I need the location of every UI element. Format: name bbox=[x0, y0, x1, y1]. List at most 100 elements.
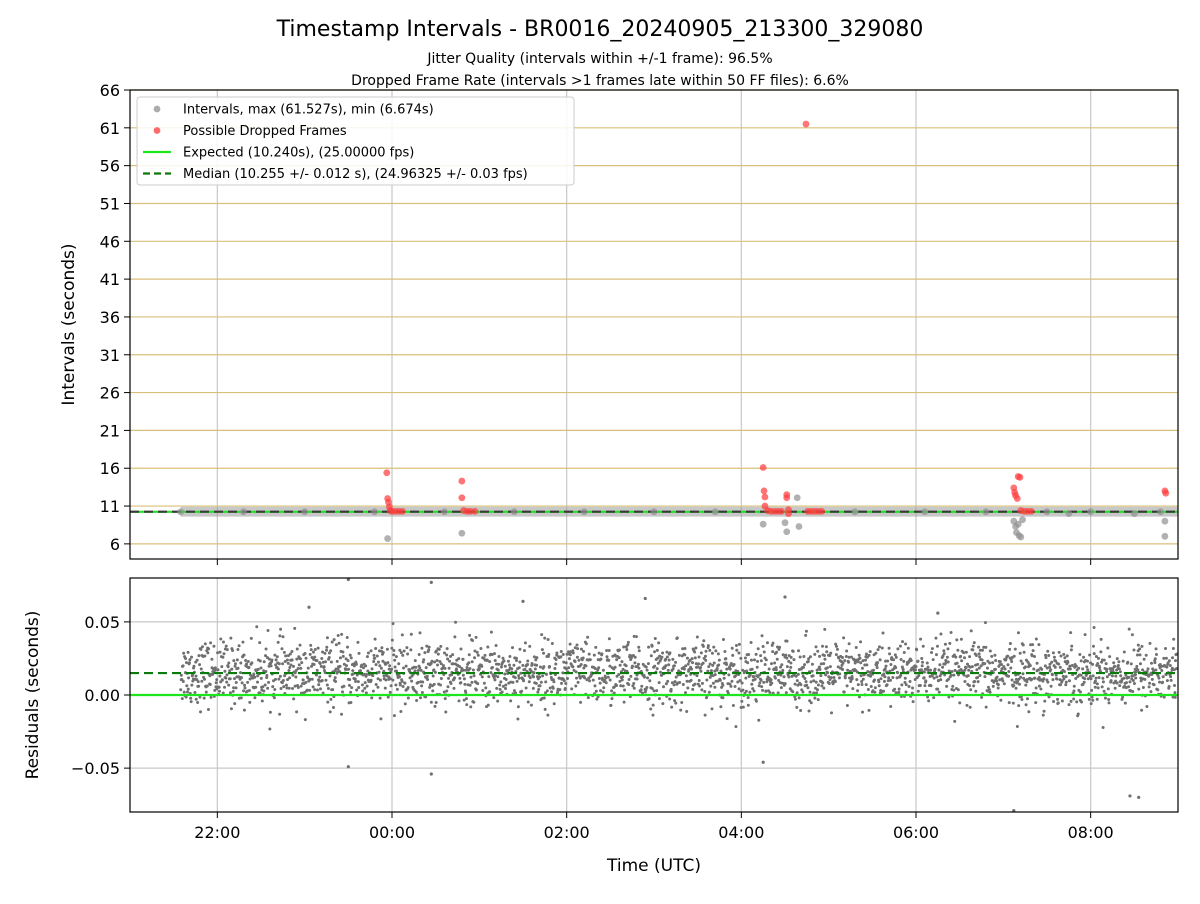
residual-point bbox=[1172, 637, 1176, 641]
residual-point bbox=[239, 696, 243, 700]
interval-point bbox=[1065, 510, 1073, 518]
residual-point bbox=[465, 666, 469, 670]
residual-point bbox=[273, 653, 277, 657]
chart-legend: Intervals, max (61.527s), min (6.674s)Po… bbox=[136, 96, 575, 186]
residual-point bbox=[1037, 643, 1041, 647]
residual-point bbox=[1100, 685, 1104, 689]
residual-point bbox=[716, 652, 720, 656]
residual-point bbox=[452, 686, 456, 690]
residual-point bbox=[649, 707, 653, 711]
residual-point bbox=[382, 674, 386, 678]
residual-point bbox=[725, 667, 729, 671]
residual-point bbox=[419, 668, 423, 672]
residual-point bbox=[1094, 655, 1098, 659]
residual-point bbox=[374, 663, 378, 667]
residual-point bbox=[660, 655, 664, 659]
residual-point bbox=[378, 678, 382, 682]
residual-point bbox=[414, 690, 418, 694]
residual-point bbox=[941, 654, 945, 658]
residual-point bbox=[222, 652, 226, 656]
residual-point bbox=[993, 667, 997, 671]
residual-point bbox=[703, 654, 707, 658]
residual-point bbox=[704, 658, 708, 662]
residual-point bbox=[378, 664, 382, 668]
residual-point bbox=[664, 664, 668, 668]
residual-point bbox=[309, 643, 313, 647]
residual-point bbox=[771, 650, 775, 654]
residual-point bbox=[406, 652, 410, 656]
residual-point bbox=[651, 703, 655, 707]
residual-point bbox=[529, 703, 533, 707]
residual-point bbox=[1144, 653, 1148, 657]
residual-point bbox=[969, 629, 973, 633]
residual-point bbox=[293, 626, 297, 630]
residual-point bbox=[1097, 676, 1101, 680]
residual-point bbox=[1039, 687, 1043, 691]
residual-point bbox=[351, 669, 355, 673]
residual-point bbox=[964, 650, 968, 654]
residual-point bbox=[200, 679, 204, 683]
residual-point bbox=[1154, 652, 1158, 656]
residual-point bbox=[875, 666, 879, 670]
residual-point bbox=[198, 663, 202, 667]
residual-point bbox=[1149, 661, 1153, 665]
residual-point bbox=[791, 649, 795, 653]
residual-point bbox=[357, 651, 361, 655]
residual-point bbox=[763, 662, 767, 666]
residual-point bbox=[524, 686, 528, 690]
residual-point bbox=[471, 639, 475, 643]
residual-point bbox=[737, 642, 741, 646]
residual-point bbox=[207, 647, 211, 651]
residual-point bbox=[418, 631, 422, 635]
residual-point bbox=[821, 644, 825, 648]
residual-point bbox=[397, 675, 401, 679]
residual-point bbox=[649, 654, 653, 658]
intervals-y-tick-label: 56 bbox=[100, 157, 120, 176]
residual-point bbox=[474, 635, 478, 639]
residual-point bbox=[458, 665, 462, 669]
residual-point bbox=[540, 633, 544, 637]
residual-point bbox=[779, 686, 783, 690]
residual-point bbox=[902, 651, 906, 655]
residual-point bbox=[916, 659, 920, 663]
residual-point bbox=[568, 653, 572, 657]
residual-point bbox=[571, 665, 575, 669]
residuals-y-ticks: −0.050.000.05 bbox=[71, 613, 130, 778]
residual-point bbox=[693, 682, 697, 686]
residual-point bbox=[365, 655, 369, 659]
residual-point bbox=[288, 676, 292, 680]
residual-point bbox=[752, 675, 756, 679]
residual-point bbox=[1007, 674, 1011, 678]
residual-point bbox=[923, 684, 927, 688]
residual-point bbox=[462, 698, 466, 702]
residual-point bbox=[373, 637, 377, 641]
residual-point bbox=[806, 660, 810, 664]
residual-point bbox=[644, 665, 648, 669]
residual-point bbox=[818, 668, 822, 672]
residual-point bbox=[464, 668, 468, 672]
residual-point bbox=[699, 666, 703, 670]
residual-point bbox=[877, 684, 881, 688]
intervals-y-tick-label: 16 bbox=[100, 459, 120, 478]
residual-point bbox=[882, 679, 886, 683]
residual-point bbox=[486, 703, 490, 707]
residual-point bbox=[724, 657, 728, 661]
residual-point bbox=[684, 664, 688, 668]
residual-point bbox=[329, 649, 333, 653]
residual-point bbox=[391, 622, 395, 626]
residual-point bbox=[976, 662, 980, 666]
residual-point bbox=[734, 725, 738, 729]
residual-point bbox=[436, 663, 440, 667]
residual-point bbox=[342, 684, 346, 688]
residual-point bbox=[806, 686, 810, 690]
residual-point bbox=[743, 656, 747, 660]
residual-point bbox=[281, 662, 285, 666]
residual-point bbox=[1030, 677, 1034, 681]
residual-point bbox=[301, 678, 305, 682]
residual-point bbox=[317, 683, 321, 687]
residual-point bbox=[877, 645, 881, 649]
residual-point bbox=[443, 697, 447, 701]
residual-point bbox=[904, 690, 908, 694]
residual-point bbox=[261, 685, 265, 689]
residual-point bbox=[835, 647, 839, 651]
